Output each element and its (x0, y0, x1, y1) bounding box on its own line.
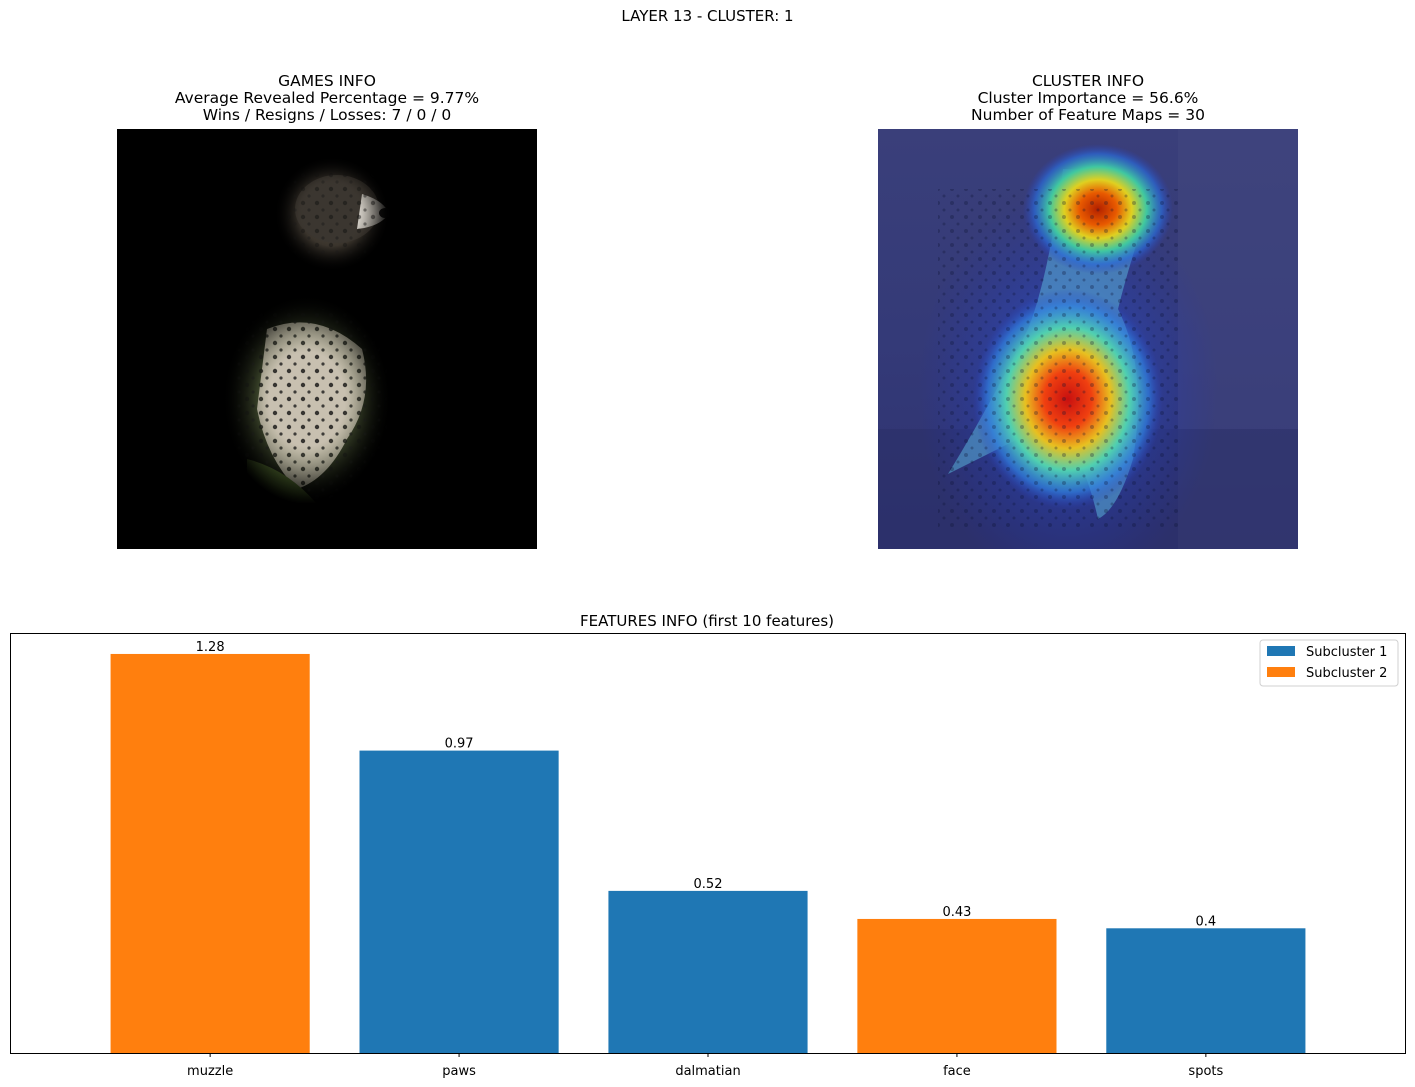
figure-title: LAYER 13 - CLUSTER: 1 (621, 7, 794, 25)
chart-title: FEATURES INFO (first 10 features) (580, 612, 834, 630)
cluster-info-title: CLUSTER INFO Cluster Importance = 56.6% … (878, 73, 1298, 124)
value-label-muzzle: 1.28 (196, 640, 225, 655)
value-label-dalmatian: 0.52 (694, 877, 723, 892)
plot-frame (10, 633, 1406, 1054)
bar-spots (1106, 928, 1306, 1053)
value-label-spots: 0.4 (1196, 914, 1217, 929)
revealed-dog-image (117, 129, 537, 549)
bar-paws (359, 750, 559, 1053)
bar-face (857, 918, 1057, 1053)
value-label-paws: 0.97 (445, 737, 474, 752)
bar-dalmatian (608, 890, 808, 1053)
cluster-info-heading: CLUSTER INFO (1031, 72, 1145, 90)
x-tick-label-face: face (943, 1064, 971, 1079)
games-info-heading: GAMES INFO (278, 72, 376, 90)
feature-maps-count: Number of Feature Maps = 30 (971, 106, 1205, 124)
legend-swatch-subcluster-1 (1267, 646, 1295, 656)
x-tick-label-paws: paws (442, 1064, 476, 1079)
average-revealed-percentage: Average Revealed Percentage = 9.77% (174, 89, 480, 107)
x-tick-label-dalmatian: dalmatian (675, 1064, 740, 1079)
cluster-heatmap-image (878, 129, 1298, 549)
games-info-title: GAMES INFO Average Revealed Percentage =… (117, 73, 537, 124)
legend-label-subcluster-1: Subcluster 1 (1306, 645, 1387, 660)
x-tick-label-spots: spots (1188, 1064, 1223, 1079)
legend-swatch-subcluster-2 (1267, 667, 1295, 677)
x-tick-label-muzzle: muzzle (187, 1064, 233, 1079)
legend: Subcluster 1 Subcluster 2 (1259, 639, 1399, 687)
wins-resigns-losses: Wins / Resigns / Losses: 7 / 0 / 0 (202, 106, 452, 124)
bar-muzzle (110, 653, 310, 1053)
cluster-importance: Cluster Importance = 56.6% (977, 89, 1199, 107)
legend-label-subcluster-2: Subcluster 2 (1306, 666, 1387, 681)
value-label-face: 0.43 (942, 905, 971, 920)
